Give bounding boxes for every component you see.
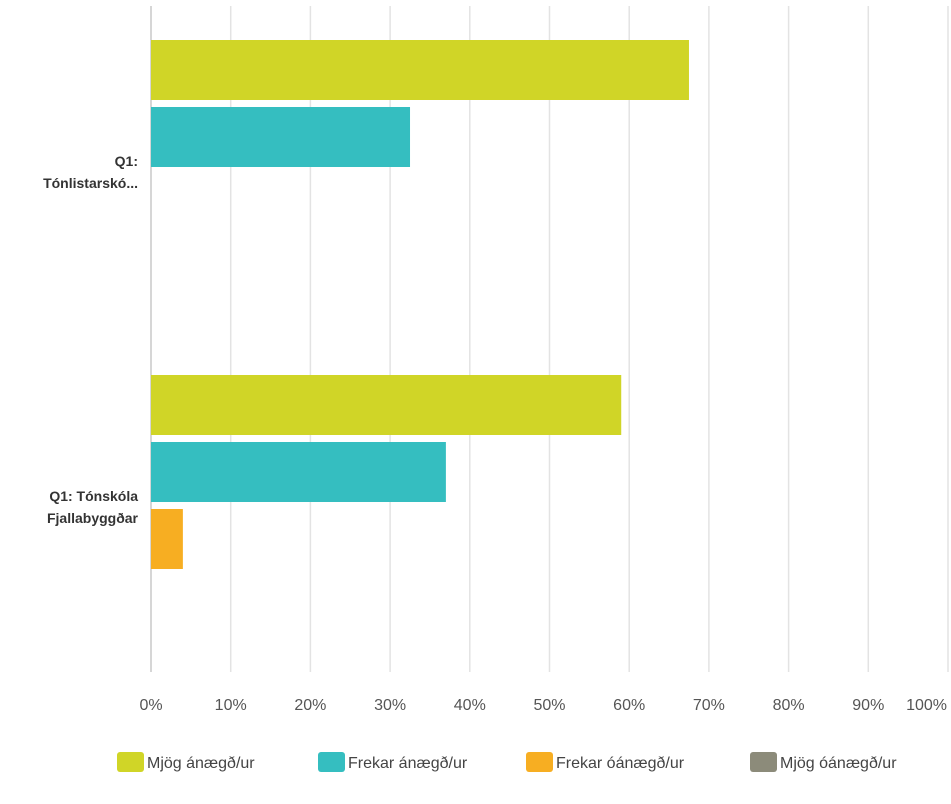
x-tick-label: 40%	[454, 697, 486, 714]
x-tick-label: 20%	[294, 697, 326, 714]
x-tick-label: 0%	[139, 697, 162, 714]
x-tick-label: 90%	[852, 697, 884, 714]
legend-swatch	[526, 752, 553, 772]
x-tick-labels: 0% 10% 20% 30% 40% 50% 60% 70% 80% 90% 100%	[139, 697, 947, 714]
category-label: Tónlistarskó...	[43, 175, 138, 191]
bar	[151, 442, 446, 502]
bars	[151, 40, 689, 569]
category-label: Q1: Tónskóla	[49, 488, 138, 504]
x-tick-label: 50%	[533, 697, 565, 714]
category-label: Q1:	[115, 153, 138, 169]
x-tick-label: 80%	[773, 697, 805, 714]
x-tick-label: 70%	[693, 697, 725, 714]
legend-swatch	[318, 752, 345, 772]
legend-item: Frekar óánægð/ur	[526, 752, 685, 772]
bar	[151, 509, 183, 569]
legend-label: Mjög óánægð/ur	[780, 755, 897, 772]
x-tick-label: 30%	[374, 697, 406, 714]
legend-item: Mjög óánægð/ur	[750, 752, 897, 772]
bar	[151, 375, 622, 435]
legend-item: Frekar ánægð/ur	[318, 752, 468, 772]
legend-swatch	[117, 752, 144, 772]
bar	[151, 40, 689, 100]
category-label: Fjallabyggðar	[47, 510, 139, 526]
x-tick-label: 10%	[215, 697, 247, 714]
legend: Mjög ánægð/ur Frekar ánægð/ur Frekar óánæg…	[117, 752, 897, 772]
legend-swatch	[750, 752, 777, 772]
x-tick-label: 60%	[613, 697, 645, 714]
category-labels: Q1: Tónlistarskó... Q1: Tónskóla Fjallabygg…	[43, 153, 138, 526]
legend-label: Mjög ánægð/ur	[147, 755, 255, 772]
legend-label: Frekar óánægð/ur	[556, 755, 685, 772]
gridlines	[229, 6, 949, 672]
legend-label: Frekar ánægð/ur	[348, 755, 468, 772]
legend-item: Mjög ánægð/ur	[117, 752, 255, 772]
bar	[151, 107, 411, 167]
x-tick-label: 100%	[906, 697, 947, 714]
